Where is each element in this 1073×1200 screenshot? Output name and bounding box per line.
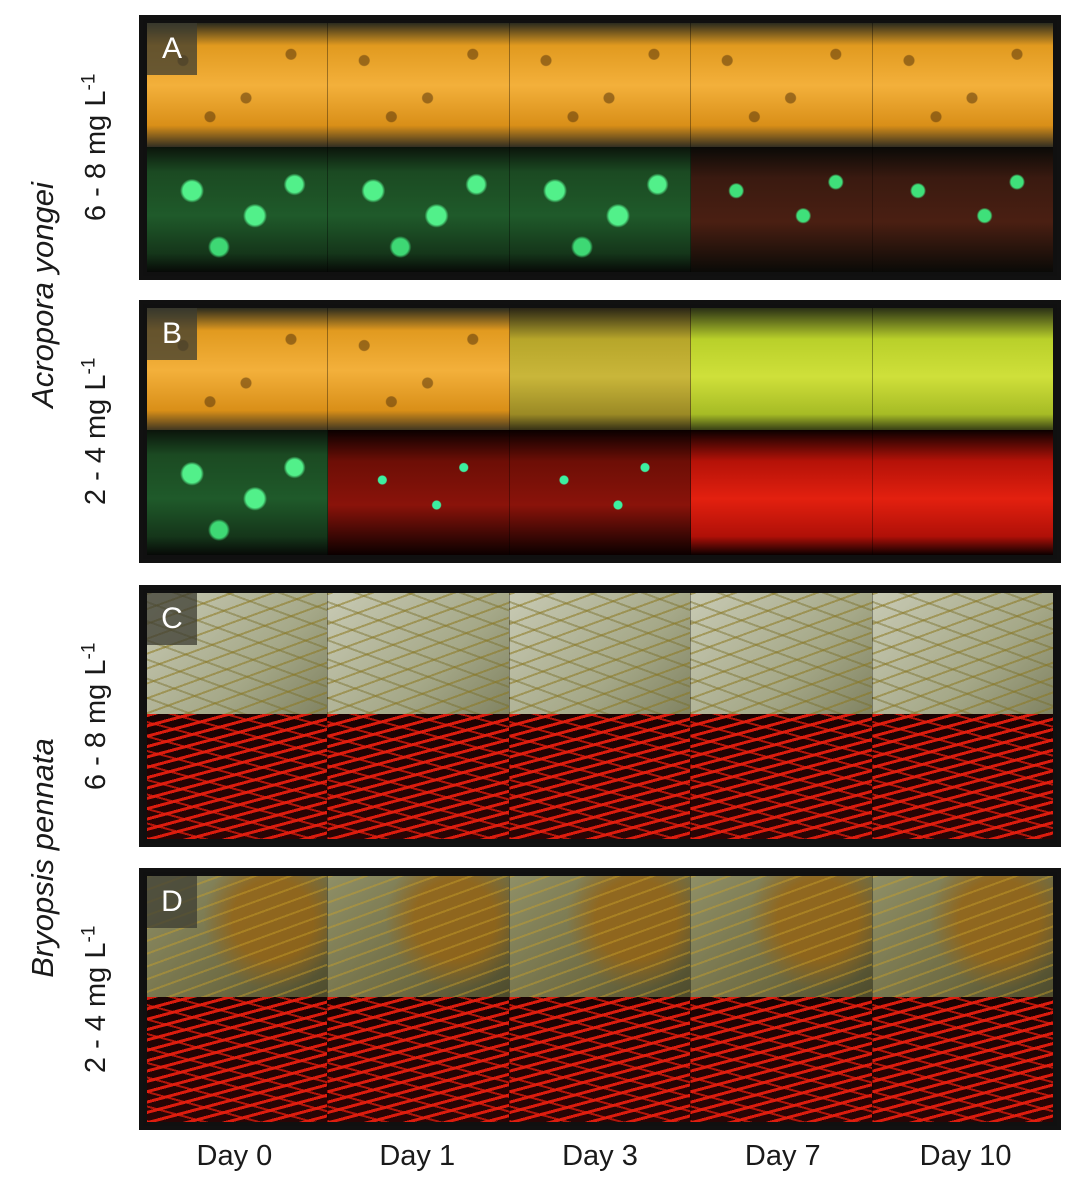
panel-d-brightfield-row [147,876,1054,1001]
photo-tile [328,308,510,433]
day-label: Day 7 [744,1140,821,1172]
conc-b-text: 2 - 4 mg L [80,374,113,506]
fluorescence-tile [691,430,873,555]
fluorescence-tile [691,147,873,272]
photo-tile [328,593,510,718]
photo-tile [691,23,873,148]
day-label: Day 10 [919,1140,1012,1172]
fluorescence-tile [328,147,510,272]
fluorescence-tile [872,997,1054,1122]
panel-d-fluorescence-row [147,997,1054,1122]
fluorescence-tile [509,430,692,555]
panel-d: D [139,868,1061,1130]
fluorescence-tile [509,997,692,1122]
photo-tile [691,876,873,1001]
panel-c: C [139,585,1061,847]
species-acropora-text: Acropora yongei [25,182,60,408]
photo-tile [328,876,510,1001]
fluorescence-tile [147,430,329,555]
fluorescence-tile [691,714,873,839]
concentration-label-a: 6 - 8 mg L-1 [66,15,126,280]
panel-b: B [139,300,1061,563]
photo-tile [872,308,1054,433]
conc-d-text: 2 - 4 mg L [80,942,113,1073]
fluorescence-tile [509,714,692,839]
fluorescence-tile [328,997,510,1122]
panel-a-fluorescence-row [147,147,1054,272]
species-label-acropora: Acropora yongei [18,20,68,570]
fluorescence-tile [872,147,1054,272]
photo-tile [509,23,692,148]
concentration-label-d: 2 - 4 mg L-1 [66,868,126,1130]
panel-b-brightfield-row [147,308,1054,433]
fluorescence-tile [509,147,692,272]
panel-c-brightfield-row [147,593,1054,718]
fluorescence-tile [147,997,329,1122]
photo-tile [872,876,1054,1001]
conc-a-exp: -1 [78,73,100,91]
photo-tile [691,593,873,718]
concentration-label-b: 2 - 4 mg L-1 [66,300,126,563]
photo-tile [509,876,692,1001]
panel-c-fluorescence-row [147,714,1054,839]
fluorescence-tile [328,714,510,839]
day-label: Day 0 [196,1140,273,1172]
fluorescence-tile [691,997,873,1122]
fluorescence-tile [147,714,329,839]
conc-c-text: 6 - 8 mg L [80,659,113,790]
fluorescence-tile [872,430,1054,555]
concentration-label-c: 6 - 8 mg L-1 [66,585,126,847]
species-label-bryopsis: Bryopsis pennata [18,585,68,1130]
conc-c-exp: -1 [78,642,100,660]
panel-label-b: B [147,308,197,360]
panel-b-fluorescence-row [147,430,1054,555]
panel-a-brightfield-row [147,23,1054,148]
photo-tile [872,593,1054,718]
day-label: Day 3 [562,1140,638,1172]
conc-b-exp: -1 [78,357,100,375]
panel-label-c: C [147,593,197,645]
species-bryopsis-text: Bryopsis pennata [25,737,61,978]
panel-label-d: D [147,876,197,928]
photo-tile [691,308,873,433]
photo-tile [328,23,510,148]
photo-tile [509,308,692,433]
fluorescence-tile [328,430,510,555]
panel-label-a: A [147,23,197,75]
day-label: Day 1 [379,1140,456,1172]
panel-a: A [139,15,1061,280]
photo-tile [509,593,692,718]
fluorescence-tile [872,714,1054,839]
conc-d-exp: -1 [78,925,100,943]
day-labels: Day 0 Day 1 Day 3 Day 7 Day 10 [143,1140,1057,1173]
conc-a-text: 6 - 8 mg L [80,90,113,222]
fluorescence-tile [147,147,329,272]
photo-tile [872,23,1054,148]
